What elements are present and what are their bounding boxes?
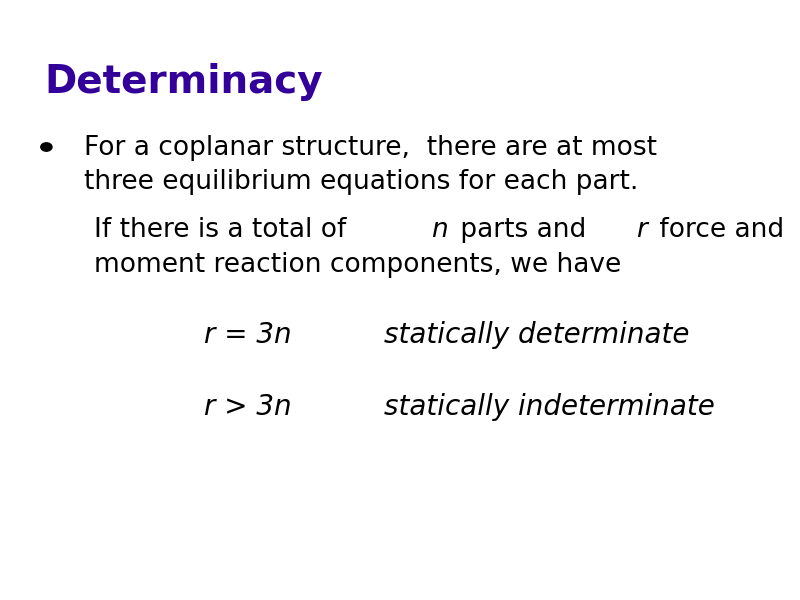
Text: r = 3n: r = 3n <box>204 321 292 349</box>
Text: If there is a total of: If there is a total of <box>94 217 355 243</box>
Text: Determinacy: Determinacy <box>44 63 322 101</box>
Text: statically determinate: statically determinate <box>384 321 690 349</box>
Text: r > 3n: r > 3n <box>204 393 292 421</box>
Text: parts and: parts and <box>453 217 595 243</box>
Text: For a coplanar structure,  there are at most: For a coplanar structure, there are at m… <box>84 135 657 161</box>
Text: r: r <box>637 217 647 243</box>
Text: three equilibrium equations for each part.: three equilibrium equations for each par… <box>84 169 638 195</box>
Text: n: n <box>431 217 448 243</box>
Text: moment reaction components, we have: moment reaction components, we have <box>94 252 622 278</box>
Text: force and: force and <box>650 217 784 243</box>
Text: statically indeterminate: statically indeterminate <box>384 393 715 421</box>
Circle shape <box>41 143 52 151</box>
